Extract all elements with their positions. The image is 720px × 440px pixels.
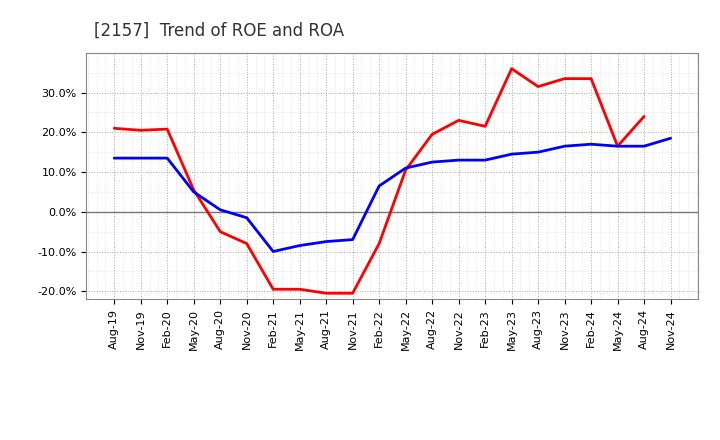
ROE	[322, 290, 330, 296]
ROE	[163, 126, 171, 132]
ROE	[640, 114, 649, 119]
Line: ROA: ROA	[114, 138, 670, 252]
ROE	[216, 229, 225, 234]
ROE	[613, 143, 622, 149]
Text: [2157]  Trend of ROE and ROA: [2157] Trend of ROE and ROA	[94, 22, 343, 40]
ROA	[587, 142, 595, 147]
ROE	[587, 76, 595, 81]
ROA	[401, 165, 410, 171]
ROA	[640, 143, 649, 149]
ROE	[375, 241, 384, 246]
ROE	[295, 286, 304, 292]
ROE	[136, 128, 145, 133]
ROA	[348, 237, 357, 242]
ROE	[428, 132, 436, 137]
ROE	[508, 66, 516, 71]
ROE	[560, 76, 569, 81]
ROE	[348, 290, 357, 296]
ROA	[508, 151, 516, 157]
ROA	[189, 189, 198, 194]
ROE	[454, 118, 463, 123]
ROA	[666, 136, 675, 141]
ROA	[163, 155, 171, 161]
ROA	[322, 239, 330, 244]
ROE	[243, 241, 251, 246]
ROA	[428, 159, 436, 165]
ROA	[534, 150, 542, 155]
ROE	[269, 286, 277, 292]
ROE	[481, 124, 490, 129]
ROE	[189, 187, 198, 193]
ROE	[534, 84, 542, 89]
ROA	[481, 158, 490, 163]
ROA	[560, 143, 569, 149]
ROA	[295, 243, 304, 248]
ROE	[401, 167, 410, 172]
ROA	[454, 158, 463, 163]
ROA	[216, 207, 225, 213]
ROE	[110, 126, 119, 131]
ROA	[375, 183, 384, 189]
ROA	[269, 249, 277, 254]
Line: ROE: ROE	[114, 69, 644, 293]
ROA	[136, 155, 145, 161]
ROA	[110, 155, 119, 161]
Legend: ROE, ROA: ROE, ROA	[313, 433, 472, 440]
ROA	[243, 215, 251, 220]
ROA	[613, 143, 622, 149]
